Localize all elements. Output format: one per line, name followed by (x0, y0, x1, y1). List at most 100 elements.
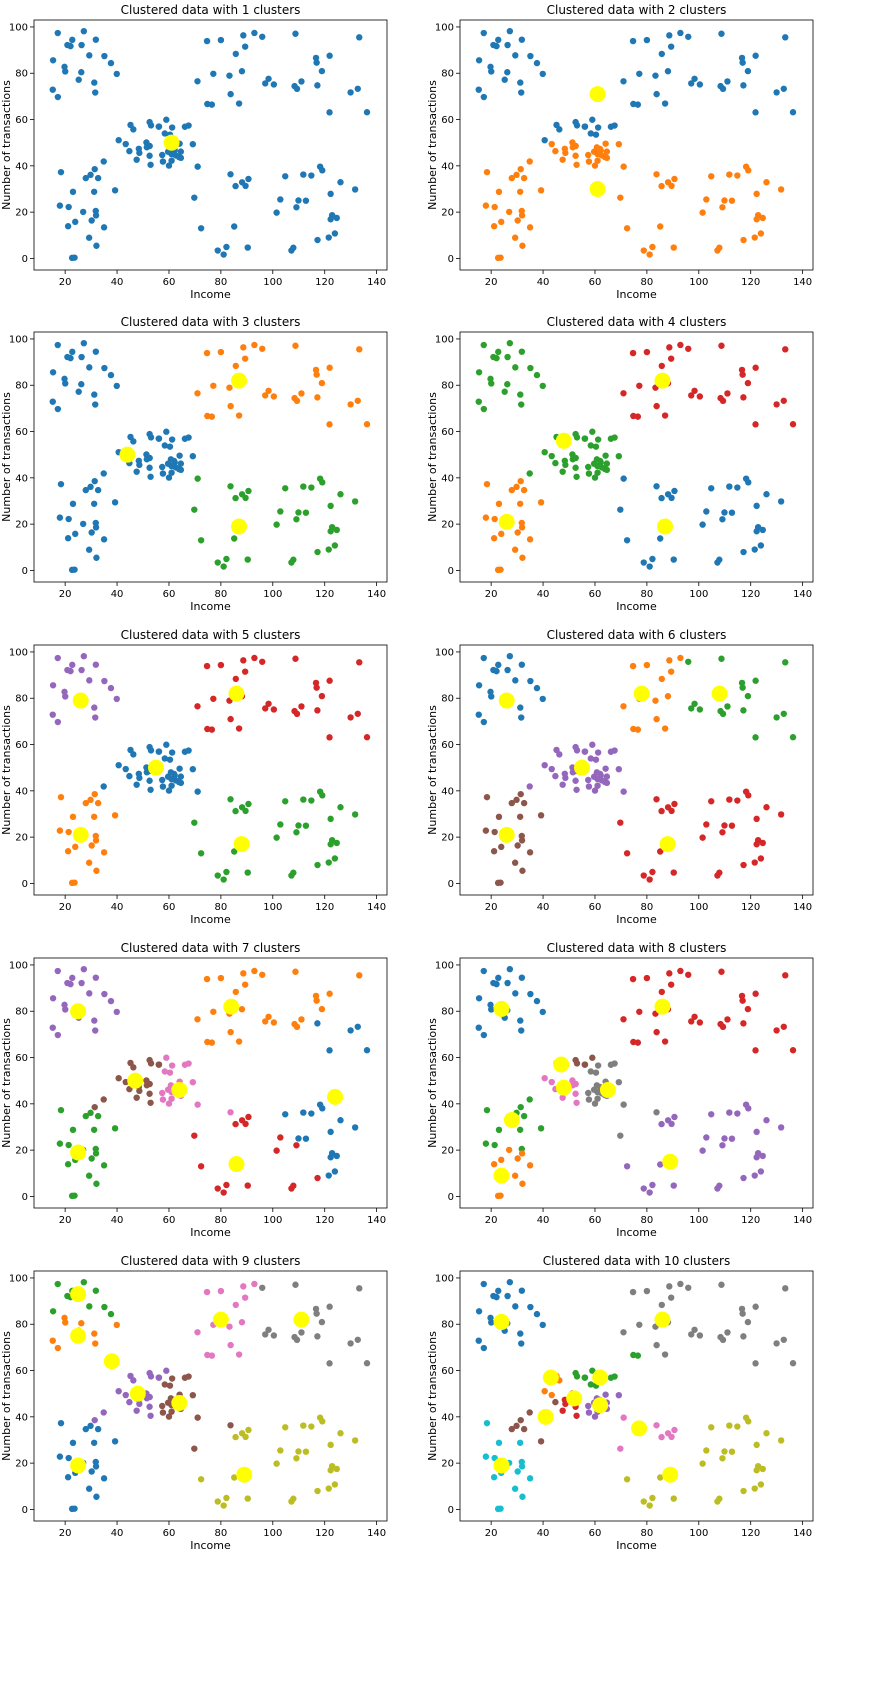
scatter-panel-6: Clustered data with 6 clusters 20 40 60 80 10… (426, 628, 814, 926)
data-point (147, 786, 154, 793)
data-point (506, 339, 514, 347)
data-point (333, 1465, 340, 1473)
centroid-marker (599, 1081, 616, 1098)
data-point (265, 700, 272, 707)
data-point (208, 413, 216, 420)
data-point (513, 171, 520, 179)
data-point (163, 116, 170, 123)
data-point (245, 800, 252, 808)
y-tick-label: 100 (435, 22, 454, 33)
data-point (113, 70, 120, 78)
data-point (518, 1150, 526, 1157)
data-point (133, 1094, 140, 1101)
data-point (738, 1305, 746, 1313)
data-point (82, 799, 89, 807)
data-point (572, 1369, 579, 1377)
data-point (295, 1448, 302, 1455)
data-point (163, 428, 170, 435)
data-point (513, 483, 520, 491)
data-point (319, 167, 326, 174)
data-point (620, 475, 627, 482)
data-point (517, 165, 524, 173)
data-point (71, 1505, 78, 1512)
data-point (223, 243, 230, 251)
data-point (572, 743, 579, 751)
data-point (69, 500, 77, 508)
data-point (240, 1283, 247, 1290)
data-point (620, 390, 627, 397)
x-tick-label: 60 (589, 277, 602, 288)
data-point (739, 1310, 746, 1317)
y-tick-label: 0 (22, 879, 28, 890)
centroid-marker (129, 1385, 146, 1402)
data-point (146, 118, 153, 126)
data-point (664, 491, 672, 498)
x-tick-label: 80 (215, 1528, 228, 1539)
data-point (559, 468, 566, 475)
data-point (487, 375, 494, 383)
data-point (740, 82, 747, 89)
data-point (585, 151, 592, 159)
data-point (107, 371, 115, 379)
data-point (241, 43, 249, 50)
data-point (54, 341, 61, 349)
x-tick-label: 20 (485, 902, 498, 913)
x-tick-label: 100 (263, 1215, 282, 1226)
data-point (716, 556, 723, 563)
data-point (516, 1439, 524, 1446)
data-point (282, 1111, 289, 1118)
data-point (159, 783, 167, 790)
data-point (719, 1142, 726, 1149)
data-point (752, 364, 759, 371)
data-point (91, 477, 98, 485)
data-point (526, 536, 534, 543)
data-point (325, 1485, 332, 1492)
data-point (664, 693, 672, 700)
data-point (475, 682, 483, 689)
data-point (194, 390, 201, 397)
data-point (143, 139, 150, 146)
data-point (482, 514, 490, 521)
data-point (93, 1180, 100, 1187)
data-point (517, 79, 524, 86)
x-tick-label: 60 (589, 1215, 602, 1226)
y-axis-label: Number of transactions (0, 1018, 13, 1148)
data-point (146, 152, 153, 159)
data-point (194, 703, 201, 710)
data-point (354, 85, 361, 92)
data-point (232, 494, 239, 502)
data-point (688, 392, 695, 399)
data-point (155, 1061, 163, 1068)
data-point (670, 556, 677, 563)
data-point (92, 1027, 99, 1034)
data-point (636, 382, 643, 389)
data-point (506, 965, 514, 973)
data-point (653, 90, 660, 98)
data-point (594, 469, 601, 476)
data-point (526, 158, 533, 165)
data-point (719, 710, 727, 718)
data-point (318, 692, 326, 700)
data-point (629, 349, 637, 357)
data-point (251, 654, 258, 662)
data-point (130, 751, 137, 758)
centroid-marker (542, 1369, 559, 1386)
data-point (159, 158, 167, 165)
y-tick-label: 100 (9, 334, 28, 345)
x-tick-label: 100 (689, 589, 708, 600)
data-point (666, 657, 673, 664)
data-point (751, 546, 758, 553)
data-point (572, 464, 579, 471)
data-point (265, 387, 272, 394)
data-point (556, 126, 563, 133)
data-point (724, 703, 731, 710)
data-point (740, 548, 747, 556)
centroid-marker (592, 1369, 609, 1386)
centroid-marker (231, 518, 248, 535)
data-point (511, 1485, 519, 1492)
data-point (61, 1001, 68, 1009)
data-point (777, 498, 785, 505)
data-point (259, 33, 266, 40)
data-point (490, 223, 498, 230)
data-point (490, 353, 497, 361)
